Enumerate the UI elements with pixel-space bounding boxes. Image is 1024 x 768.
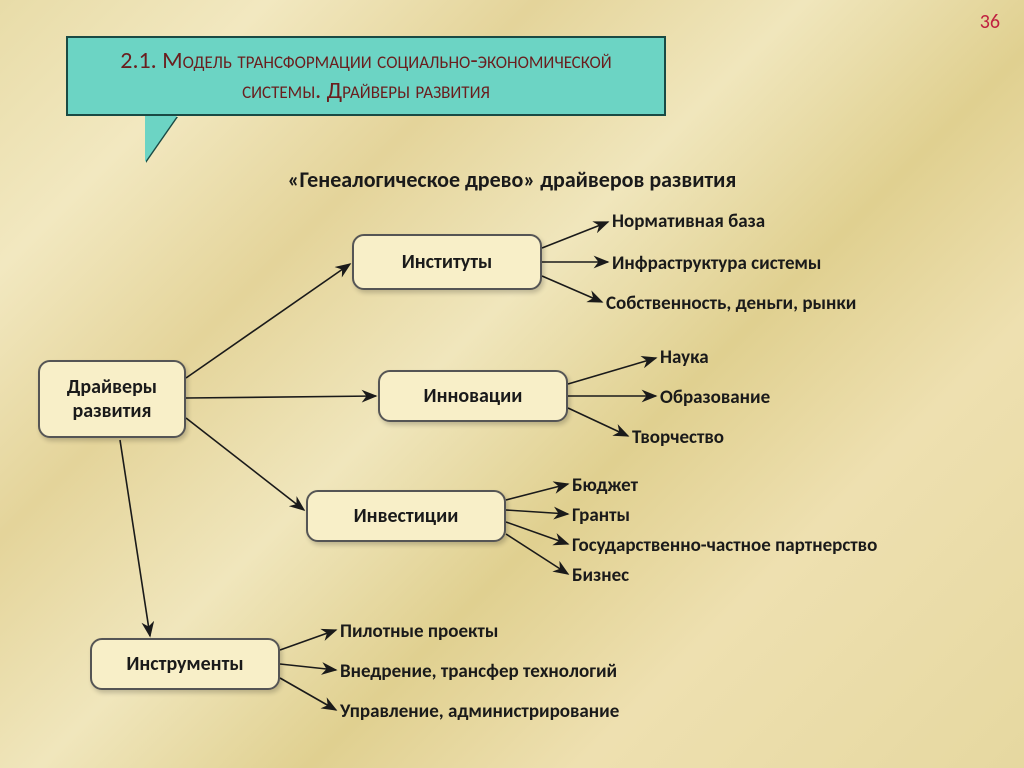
- arrow-1: [186, 396, 376, 398]
- leaf-l12: Внедрение, трансфер технологий: [340, 660, 617, 683]
- arrow-6: [542, 276, 602, 302]
- node-innovacii: Инновации: [378, 370, 568, 422]
- leaf-l8: Гранты: [572, 504, 630, 527]
- arrow-7: [568, 358, 656, 384]
- leaf-l9: Государственно-частное партнерство: [572, 534, 877, 557]
- title-callout-tail: [145, 116, 177, 162]
- leaf-l7: Бюджет: [572, 474, 638, 497]
- arrow-4: [542, 222, 608, 248]
- leaf-l2: Инфраструктура системы: [612, 252, 821, 275]
- node-root: Драйверы развития: [38, 360, 186, 438]
- arrow-15: [280, 664, 336, 670]
- leaf-l13: Управление, администрирование: [340, 700, 619, 723]
- leaf-l1: Нормативная база: [612, 210, 765, 233]
- leaf-l10: Бизнес: [572, 564, 629, 587]
- title-text: 2.1. Модель трансформации социально-экон…: [82, 46, 650, 106]
- arrow-16: [280, 678, 336, 710]
- slide: 36 2.1. Модель трансформации социально-э…: [0, 0, 1024, 768]
- title-callout: 2.1. Модель трансформации социально-экон…: [66, 36, 666, 116]
- node-instrumenty: Инструменты: [90, 638, 280, 690]
- page-number: 36: [980, 10, 1000, 34]
- leaf-l11: Пилотные проекты: [340, 620, 498, 643]
- leaf-l5: Образование: [660, 386, 770, 409]
- node-investicii: Инвестиции: [306, 490, 506, 542]
- arrow-10: [506, 484, 568, 500]
- leaf-l3: Собственность, деньги, рынки: [606, 292, 856, 315]
- arrow-13: [506, 534, 568, 574]
- leaf-l6: Творчество: [632, 426, 724, 449]
- arrow-9: [568, 408, 628, 436]
- arrow-3: [120, 440, 150, 636]
- leaf-l4: Наука: [660, 346, 709, 369]
- arrow-14: [280, 630, 336, 650]
- arrow-2: [186, 418, 304, 510]
- arrow-11: [506, 510, 568, 514]
- subtitle: «Генеалогическое древо» драйверов развит…: [0, 166, 1024, 193]
- arrow-12: [506, 522, 568, 544]
- arrow-0: [186, 264, 350, 378]
- node-instituty: Институты: [352, 234, 542, 290]
